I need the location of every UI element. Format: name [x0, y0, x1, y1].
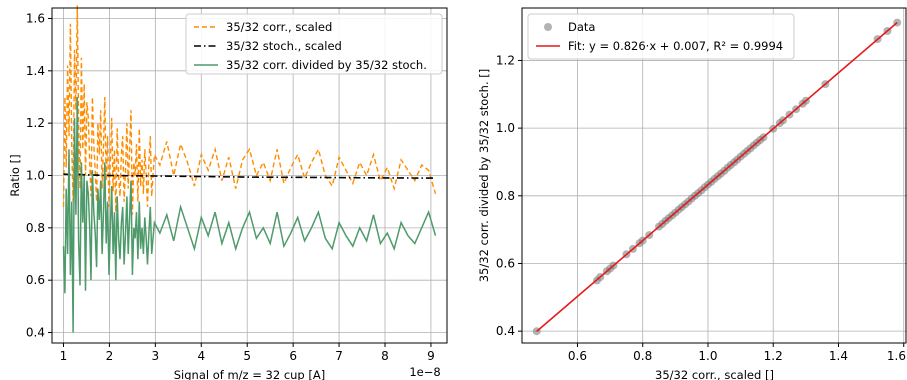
x-axis-label: Signal of m/z = 32 cup [A] [174, 368, 325, 380]
legend-box [527, 13, 795, 60]
plot-frame [51, 7, 448, 344]
legend-box [185, 13, 443, 75]
y-axis-label: Ratio [] [8, 154, 22, 196]
x-tick-label: 0.6 [568, 349, 587, 363]
y-tick-label: 0.6 [496, 256, 515, 270]
y-tick-label: 0.4 [496, 324, 515, 338]
y-tick-label: 1.2 [496, 53, 515, 67]
y-tick-label: 0.4 [26, 326, 45, 340]
x-axis-label: 35/32 corr., scaled [] [655, 368, 774, 380]
y-tick-label: 0.8 [26, 221, 45, 235]
x-tick-label: 8 [381, 349, 389, 363]
x-tick-label: 2 [106, 349, 114, 363]
y-tick-label: 1.4 [26, 64, 45, 78]
x-tick-label: 9 [427, 349, 435, 363]
y-tick-label: 0.8 [496, 189, 515, 203]
legend-swatch-data [544, 23, 552, 31]
right-fit-plot: 0.6 0.8 1.0 1.2 1.4 1.6 0.4 0.6 0.8 1.0 1.2 35/32 c… [477, 7, 907, 380]
fit-line [536, 21, 898, 332]
y-tick-label: 0.6 [26, 273, 45, 287]
x-tick-label: 0.8 [633, 349, 652, 363]
legend-entry: 35/32 corr. divided by 35/32 stoch. [226, 58, 427, 72]
x-tick-label: 1.4 [829, 349, 848, 363]
series-line-2 [63, 173, 436, 179]
series-line-1 [62, 5, 437, 215]
y-tick-label: 1.2 [26, 116, 45, 130]
legend-entry-data: Data [568, 20, 595, 34]
series-line-3 [62, 96, 437, 333]
x-tick-label: 1 [60, 349, 68, 363]
y-tick-label: 1.6 [26, 11, 45, 25]
legend-entry: 35/32 stoch., scaled [226, 39, 342, 53]
x-tick-label: 4 [197, 349, 205, 363]
legend-entry-fit: Fit: y = 0.826·x + 0.007, R² = 0.9994 [568, 39, 783, 53]
x-tick-label: 1.0 [698, 349, 717, 363]
x-tick-label: 3 [152, 349, 160, 363]
x-tick-label: 1.6 [887, 349, 906, 363]
x-tick-label: 7 [335, 349, 343, 363]
plot-frame [521, 7, 907, 344]
y-tick-label: 1.0 [496, 121, 515, 135]
x-tick-label: 6 [289, 349, 297, 363]
legend-entry: 35/32 corr., scaled [226, 20, 332, 34]
x-tick-label: 1.2 [764, 349, 783, 363]
x-offset-label: 1e−8 [409, 365, 440, 379]
left-ratio-plot: 1 2 3 4 5 6 7 8 9 0.4 0.6 0.8 1.0 1.2 1.4 1.6 Signal of … [8, 5, 448, 380]
x-tick-label: 5 [243, 349, 251, 363]
y-tick-label: 1.0 [26, 169, 45, 183]
y-axis-label: 35/32 corr. divided by 35/32 stoch. [] [477, 69, 491, 282]
